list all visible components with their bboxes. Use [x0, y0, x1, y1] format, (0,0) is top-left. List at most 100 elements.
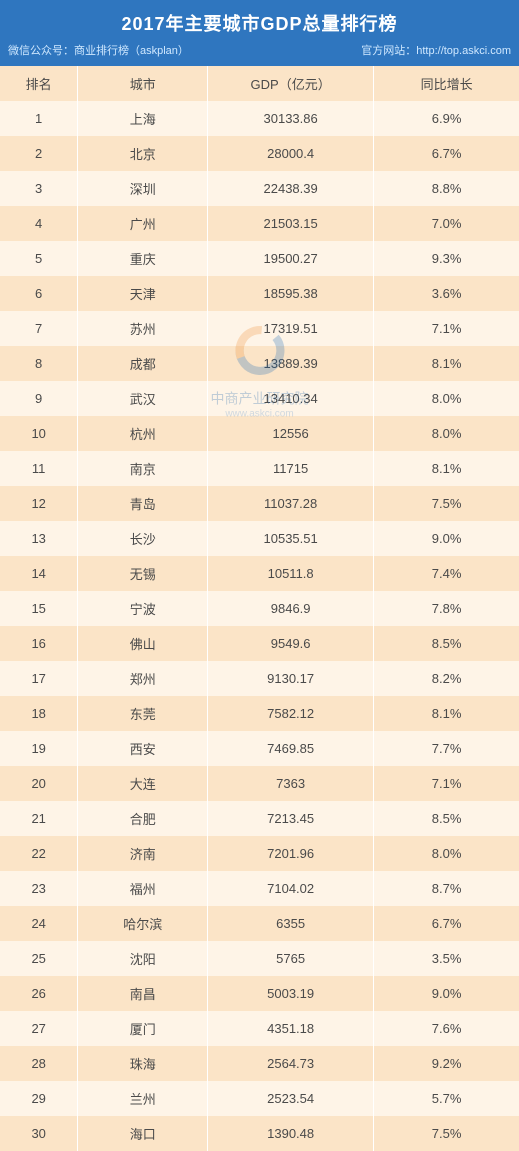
cell-growth: 8.0%	[374, 836, 519, 871]
cell-city: 哈尔滨	[78, 906, 208, 941]
cell-growth: 8.1%	[374, 696, 519, 731]
table-row: 16佛山9549.68.5%	[0, 626, 519, 661]
cell-rank: 9	[0, 381, 78, 416]
cell-city: 无锡	[78, 556, 208, 591]
cell-city: 大连	[78, 766, 208, 801]
cell-rank: 15	[0, 591, 78, 626]
cell-gdp: 7363	[208, 766, 374, 801]
table-row: 5重庆19500.279.3%	[0, 241, 519, 276]
table-row: 6天津18595.383.6%	[0, 276, 519, 311]
cell-city: 天津	[78, 276, 208, 311]
cell-rank: 28	[0, 1046, 78, 1081]
cell-city: 北京	[78, 136, 208, 171]
cell-city: 佛山	[78, 626, 208, 661]
cell-growth: 3.5%	[374, 941, 519, 976]
cell-city: 杭州	[78, 416, 208, 451]
cell-rank: 13	[0, 521, 78, 556]
cell-rank: 17	[0, 661, 78, 696]
cell-gdp: 1390.48	[208, 1116, 374, 1151]
cell-gdp: 7213.45	[208, 801, 374, 836]
cell-gdp: 7201.96	[208, 836, 374, 871]
cell-city: 上海	[78, 101, 208, 136]
cell-rank: 29	[0, 1081, 78, 1116]
cell-growth: 8.5%	[374, 801, 519, 836]
cell-rank: 19	[0, 731, 78, 766]
cell-gdp: 7469.85	[208, 731, 374, 766]
cell-growth: 8.0%	[374, 381, 519, 416]
cell-city: 苏州	[78, 311, 208, 346]
gdp-ranking-table: 排名 城市 GDP（亿元） 同比增长 1上海30133.866.9%2北京280…	[0, 66, 519, 1151]
table-row: 7苏州17319.517.1%	[0, 311, 519, 346]
cell-gdp: 9549.6	[208, 626, 374, 661]
cell-gdp: 10511.8	[208, 556, 374, 591]
cell-city: 郑州	[78, 661, 208, 696]
table-row: 14无锡10511.87.4%	[0, 556, 519, 591]
cell-gdp: 2564.73	[208, 1046, 374, 1081]
cell-rank: 30	[0, 1116, 78, 1151]
table-row: 28珠海2564.739.2%	[0, 1046, 519, 1081]
table-row: 8成都13889.398.1%	[0, 346, 519, 381]
cell-growth: 7.0%	[374, 206, 519, 241]
cell-gdp: 17319.51	[208, 311, 374, 346]
table-row: 20大连73637.1%	[0, 766, 519, 801]
cell-city: 长沙	[78, 521, 208, 556]
cell-rank: 23	[0, 871, 78, 906]
cell-rank: 27	[0, 1011, 78, 1046]
table-row: 26南昌5003.199.0%	[0, 976, 519, 1011]
cell-city: 南昌	[78, 976, 208, 1011]
table-row: 19西安7469.857.7%	[0, 731, 519, 766]
table-row: 27厦门4351.187.6%	[0, 1011, 519, 1046]
cell-growth: 8.7%	[374, 871, 519, 906]
cell-rank: 3	[0, 171, 78, 206]
cell-gdp: 19500.27	[208, 241, 374, 276]
cell-rank: 16	[0, 626, 78, 661]
cell-growth: 7.6%	[374, 1011, 519, 1046]
cell-rank: 5	[0, 241, 78, 276]
subtitle-right: 官方网站：http://top.askci.com	[361, 42, 511, 58]
table-row: 13长沙10535.519.0%	[0, 521, 519, 556]
table-row: 4广州21503.157.0%	[0, 206, 519, 241]
table-row: 21合肥7213.458.5%	[0, 801, 519, 836]
cell-growth: 9.3%	[374, 241, 519, 276]
cell-city: 深圳	[78, 171, 208, 206]
cell-growth: 7.5%	[374, 486, 519, 521]
cell-city: 珠海	[78, 1046, 208, 1081]
cell-city: 武汉	[78, 381, 208, 416]
cell-rank: 7	[0, 311, 78, 346]
cell-rank: 10	[0, 416, 78, 451]
cell-growth: 5.7%	[374, 1081, 519, 1116]
cell-growth: 7.4%	[374, 556, 519, 591]
cell-gdp: 11715	[208, 451, 374, 486]
col-header-growth: 同比增长	[374, 66, 519, 101]
cell-gdp: 28000.4	[208, 136, 374, 171]
table-row: 17郑州9130.178.2%	[0, 661, 519, 696]
cell-gdp: 30133.86	[208, 101, 374, 136]
table-row: 18东莞7582.128.1%	[0, 696, 519, 731]
cell-rank: 18	[0, 696, 78, 731]
cell-growth: 9.0%	[374, 521, 519, 556]
cell-city: 海口	[78, 1116, 208, 1151]
cell-gdp: 9846.9	[208, 591, 374, 626]
table-row: 11南京117158.1%	[0, 451, 519, 486]
table-row: 22济南7201.968.0%	[0, 836, 519, 871]
cell-city: 济南	[78, 836, 208, 871]
cell-growth: 3.6%	[374, 276, 519, 311]
subtitle-bar: 微信公众号：商业排行榜（askplan） 官方网站：http://top.ask…	[0, 42, 519, 66]
cell-growth: 9.2%	[374, 1046, 519, 1081]
cell-rank: 8	[0, 346, 78, 381]
cell-gdp: 12556	[208, 416, 374, 451]
cell-growth: 9.0%	[374, 976, 519, 1011]
cell-growth: 8.2%	[374, 661, 519, 696]
cell-city: 厦门	[78, 1011, 208, 1046]
cell-growth: 7.5%	[374, 1116, 519, 1151]
cell-city: 广州	[78, 206, 208, 241]
cell-city: 宁波	[78, 591, 208, 626]
cell-gdp: 7104.02	[208, 871, 374, 906]
cell-city: 西安	[78, 731, 208, 766]
table-row: 3深圳22438.398.8%	[0, 171, 519, 206]
cell-rank: 24	[0, 906, 78, 941]
cell-gdp: 9130.17	[208, 661, 374, 696]
table-row: 10杭州125568.0%	[0, 416, 519, 451]
table-row: 30海口1390.487.5%	[0, 1116, 519, 1151]
cell-rank: 14	[0, 556, 78, 591]
